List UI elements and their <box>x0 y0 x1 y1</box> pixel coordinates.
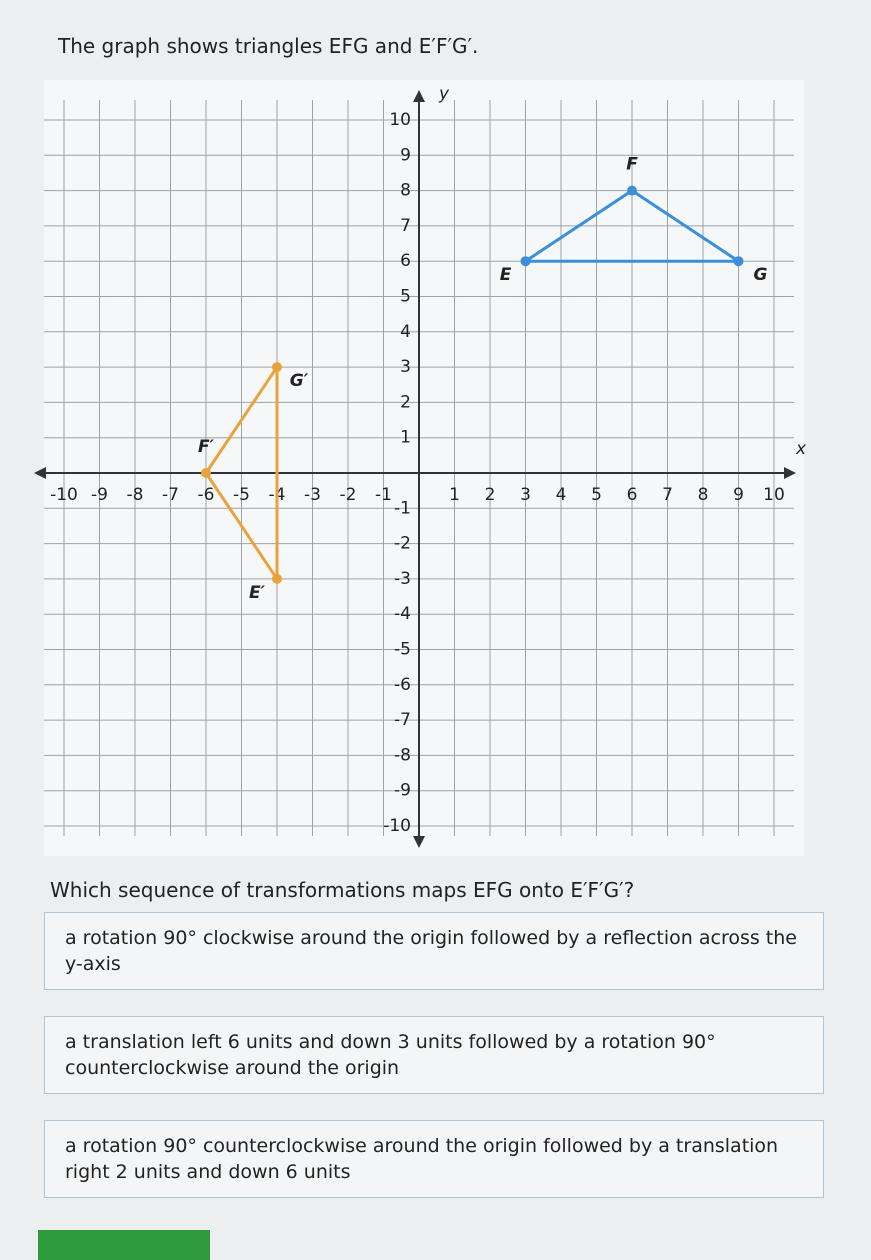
x-tick-label: -6 <box>198 485 215 505</box>
vertex <box>520 256 531 267</box>
y-tick-label: 6 <box>400 251 411 271</box>
y-tick-label: -4 <box>394 604 411 624</box>
x-tick-label: 10 <box>763 485 785 505</box>
vertex <box>627 185 637 196</box>
y-tick-label: -8 <box>394 745 411 765</box>
x-tick-label: -9 <box>91 485 108 505</box>
y-tick-label: -5 <box>394 640 411 660</box>
button[interactable] <box>38 1230 210 1260</box>
x-tick-label: 9 <box>733 485 744 505</box>
y-tick-label: -9 <box>394 781 411 801</box>
arrow <box>784 467 796 479</box>
vertex-label: F <box>626 155 638 175</box>
vertex-label: E <box>500 265 512 285</box>
arrow <box>413 836 425 848</box>
x-tick-label: 7 <box>662 485 673 505</box>
x-tick-label: -2 <box>340 485 357 505</box>
answer-option[interactable]: a rotation 90° counterclockwise around t… <box>44 1120 824 1198</box>
x-tick-label: 8 <box>698 485 709 505</box>
x-tick-label: 6 <box>627 485 638 505</box>
vertex <box>272 573 282 584</box>
vertex-label: G <box>754 265 768 285</box>
arrow <box>34 467 46 479</box>
x-tick-label: 3 <box>520 485 531 505</box>
x-tick-label: -3 <box>304 485 321 505</box>
x-tick-label: -5 <box>233 485 250 505</box>
arrow <box>413 90 425 102</box>
y-tick-label: -10 <box>383 816 411 836</box>
plot-background <box>44 80 804 856</box>
graph: -10 -9 -8 -7 -6 -5 -4 -3 -2 -1 1 2 3 4 5 6 7 8 9 10-10-9-8-… <box>34 80 807 856</box>
vertex <box>201 468 211 478</box>
x-tick-label: 4 <box>556 485 567 505</box>
triangle <box>204 362 279 584</box>
y-tick-label: -1 <box>394 498 411 518</box>
y-tick-label: 4 <box>400 322 411 342</box>
y-tick-label: 7 <box>400 216 411 236</box>
x-tick-label: -8 <box>127 485 144 505</box>
x-tick-label: 5 <box>591 485 602 505</box>
triangle <box>520 188 744 263</box>
vertex-label: F′ <box>198 437 215 457</box>
vertex <box>733 256 744 267</box>
x-tick-label: -10 <box>50 485 78 505</box>
y-tick-label: 1 <box>400 428 411 448</box>
question-prompt: Which sequence of transformations maps E… <box>50 878 635 902</box>
y-tick-label: -6 <box>394 675 411 695</box>
answer-option[interactable]: a translation left 6 units and down 3 un… <box>44 1016 824 1094</box>
y-tick-label: 10 <box>389 110 411 130</box>
answer-option[interactable]: a rotation 90° clockwise around the orig… <box>44 912 824 990</box>
y-tick-label: 9 <box>400 145 411 165</box>
vertex-label: G′ <box>290 371 309 391</box>
vertex-label: E′ <box>249 583 266 603</box>
vertex <box>272 362 282 373</box>
y-tick-label: -7 <box>394 710 411 730</box>
y-tick-label: 8 <box>400 181 411 201</box>
y-tick-label: -2 <box>394 534 411 554</box>
x-tick-label: -7 <box>162 485 179 505</box>
y-tick-label: 2 <box>400 392 411 412</box>
y-axis-label: y <box>438 84 450 104</box>
x-tick-label: 1 <box>449 485 460 505</box>
y-tick-label: 5 <box>400 287 411 307</box>
question-intro: The graph shows triangles EFG and E′F′G′… <box>58 34 479 58</box>
x-tick-label: 2 <box>485 485 496 505</box>
x-tick-label: -1 <box>375 485 392 505</box>
x-axis-label: x <box>795 439 807 459</box>
y-tick-label: -3 <box>394 569 411 589</box>
y-tick-label: 3 <box>400 357 411 377</box>
